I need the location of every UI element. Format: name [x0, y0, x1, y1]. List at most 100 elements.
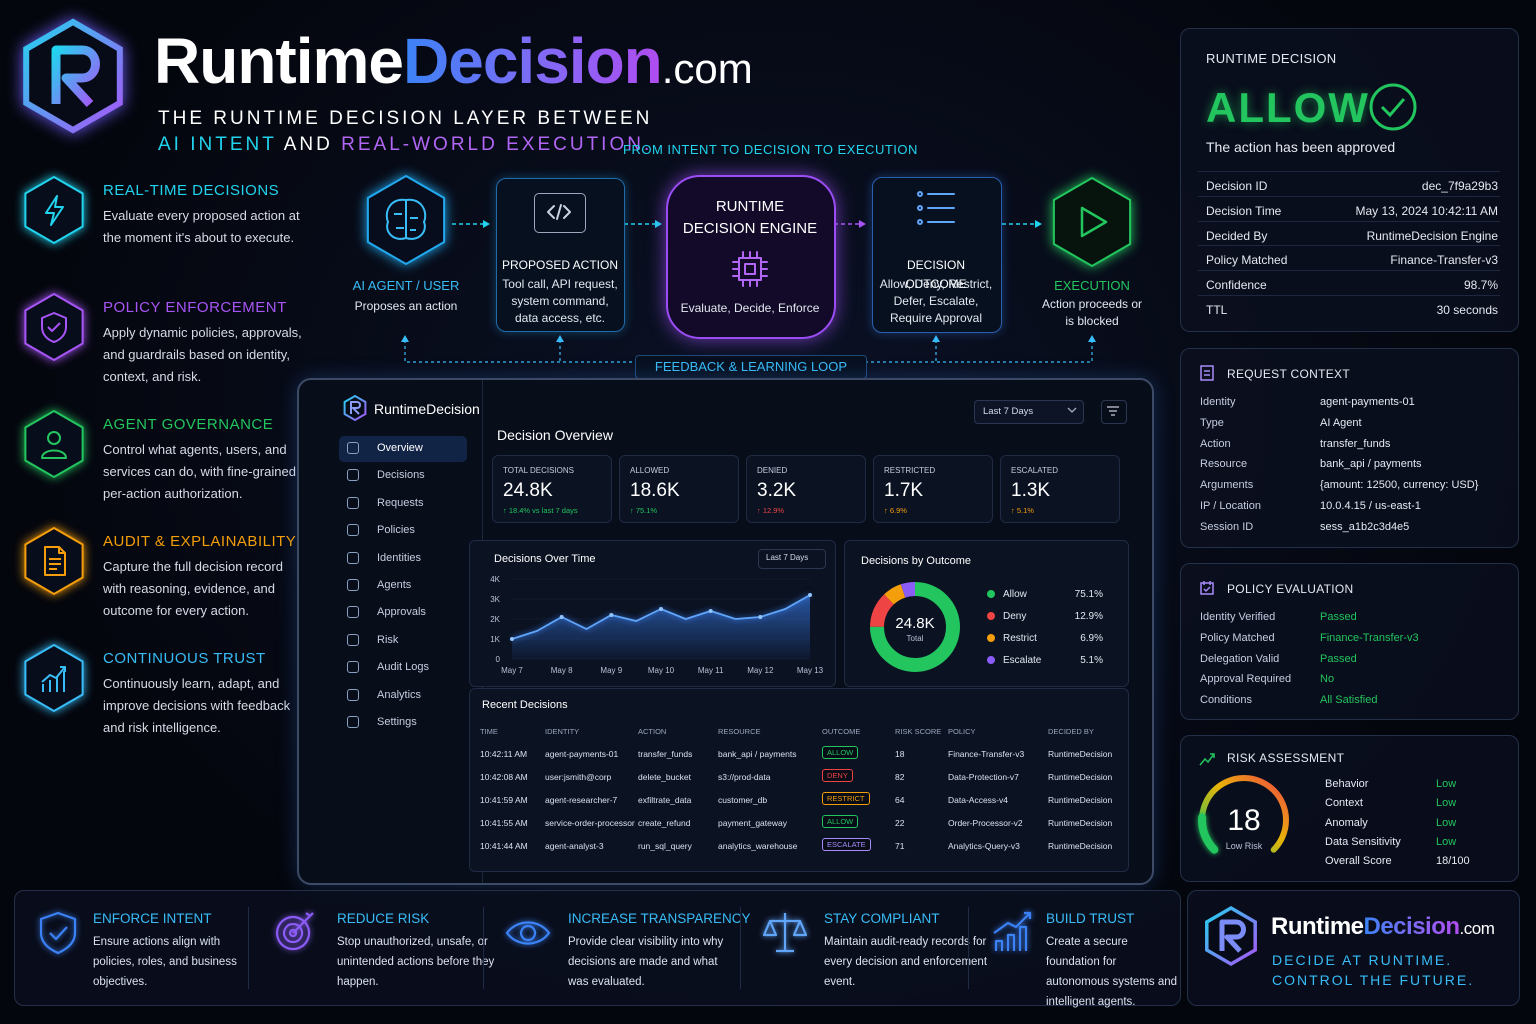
- table-cell: transfer_funds: [638, 749, 693, 759]
- icon-glyph: [732, 251, 768, 287]
- flow-step-title: DECISION OUTCOME: [905, 258, 967, 291]
- point: [808, 593, 812, 597]
- benefit-title: STAY COMPLIANT: [824, 911, 940, 926]
- icon-glyph: [505, 921, 551, 945]
- row-value: bank_api / payments: [1320, 458, 1422, 471]
- outcome-badge: ESCALATE: [822, 838, 871, 851]
- row-label: IP / Location: [1200, 500, 1261, 512]
- stat-label: ALLOWED: [630, 466, 670, 475]
- tagline-line: THE RUNTIME DECISION LAYER BETWEEN: [158, 108, 653, 129]
- feature-text: Apply dynamic policies, approvals, and g…: [103, 325, 302, 384]
- column-header: OUTCOME: [822, 727, 861, 736]
- nav-item: Approvals: [377, 606, 426, 619]
- nav-item: Decisions: [377, 469, 425, 482]
- row-separator: [1198, 220, 1500, 222]
- point: [609, 613, 614, 617]
- arrow-head: [556, 335, 564, 342]
- stat-value: 3.2K: [757, 480, 797, 501]
- code-icon-frame: [534, 193, 586, 233]
- risk-panel: [1180, 735, 1519, 882]
- nav-icon: [347, 551, 359, 564]
- chart-filter: Last 7 Days: [766, 553, 809, 562]
- period-select: [974, 400, 1084, 424]
- table-cell: s3://prod-data: [718, 772, 771, 782]
- flow-node: [1052, 176, 1132, 268]
- tagline-accent: AI INTENT: [158, 134, 277, 155]
- legend-dot: [987, 656, 995, 664]
- footer-brand: RuntimeDecision.com: [1271, 913, 1495, 941]
- point: [659, 607, 663, 611]
- row-value: Finance-Transfer-v3: [1320, 631, 1419, 644]
- row-separator: [1198, 245, 1500, 247]
- logo-glyph: [51, 45, 100, 108]
- row-label: Context: [1325, 797, 1363, 810]
- donut-chart: Allow 75.1% Deny 12.9% Restrict 6.9% Escalate 5…: [870, 582, 1103, 672]
- row-label: Anomaly: [1325, 816, 1368, 829]
- chart-filter-box: [758, 549, 826, 569]
- y-tick-label: 0: [496, 655, 501, 664]
- flow-step-text: Proposes an action: [354, 299, 458, 313]
- row-value: 98.7%: [1463, 278, 1498, 293]
- gauge: 18 Low Risk: [1198, 775, 1289, 854]
- divider: [248, 907, 249, 989]
- feature-icon: [24, 175, 84, 245]
- brand-accent: Decision: [1363, 913, 1461, 940]
- stat-card: ESCALATED 1.3K ↑ 5.1%: [1000, 455, 1120, 523]
- table-cell: Data-Access-v4: [948, 795, 1008, 805]
- benefit-text: Ensure actions align with policies, role…: [93, 936, 237, 988]
- table-cell: 71: [895, 841, 905, 851]
- table-cell: analytics_warehouse: [718, 841, 798, 851]
- row-label: Resource: [1200, 458, 1248, 471]
- stat-label: RESTRICTED: [884, 466, 936, 475]
- point: [559, 615, 564, 619]
- nav-icon: [347, 579, 359, 591]
- table-cell: 18: [895, 749, 905, 759]
- legend-label: Escalate: [1003, 655, 1042, 666]
- legend-dot: [987, 634, 995, 642]
- x-tick-label: May 12: [747, 666, 774, 675]
- footer-slogan: CONTROL THE FUTURE.: [1272, 972, 1475, 988]
- table-cell: 22: [895, 818, 905, 828]
- flow-title: FROM INTENT TO DECISION TO EXECUTION: [623, 142, 918, 157]
- nav-active: [339, 436, 467, 462]
- flow-step-text: Tool call, API request, system command, …: [502, 277, 618, 325]
- point: [758, 615, 763, 619]
- row-label: Policy Matched: [1206, 253, 1288, 268]
- row-label: Policy Matched: [1200, 631, 1275, 644]
- table-cell: agent-analyst-3: [545, 841, 604, 851]
- flow-node: [366, 174, 446, 266]
- arrow-head: [1035, 220, 1042, 228]
- benefit-title: REDUCE RISK: [337, 911, 430, 926]
- stat-value: 1.3K: [1011, 480, 1051, 501]
- feature-title: AGENT GOVERNANCE: [103, 416, 274, 433]
- arrow-head: [401, 335, 409, 342]
- benefit-title: BUILD TRUST: [1046, 911, 1135, 926]
- table-cell: Analytics-Query-v3: [948, 841, 1020, 851]
- donut-center-label: Total: [907, 634, 924, 643]
- outcome-badge: RESTRICT: [822, 792, 870, 805]
- table-title: Recent Decisions: [482, 699, 568, 711]
- row-value: AI Agent: [1320, 416, 1362, 429]
- feature-title: CONTINUOUS TRUST: [103, 650, 266, 667]
- nav-icon: [347, 442, 359, 454]
- dashboard-logo: [343, 394, 367, 422]
- nav-item: Audit Logs: [377, 661, 429, 674]
- stat-label: TOTAL DECISIONS: [503, 466, 574, 475]
- brand-tld: .com: [661, 45, 753, 92]
- chevron: [1067, 407, 1077, 413]
- stat-card: ALLOWED 18.6K ↑ 75.1%: [619, 455, 739, 523]
- icon-glyph: [41, 666, 66, 692]
- row-label: Behavior: [1325, 778, 1369, 790]
- feature-icon: [24, 292, 84, 362]
- divider: [968, 907, 969, 989]
- row-label: Identity Verified: [1200, 611, 1276, 623]
- donut-segment: [884, 584, 906, 605]
- stat-delta: ↑ 5.1%: [1011, 506, 1034, 515]
- x-tick-label: May 11: [698, 666, 724, 675]
- nav-icon: [347, 633, 359, 646]
- panel-title: POLICY EVALUATION: [1227, 582, 1354, 596]
- row-value: May 13, 2024 10:42:11 AM: [1355, 203, 1498, 218]
- gauge-value-label: 18: [1227, 804, 1260, 837]
- legend-dot: [987, 590, 995, 598]
